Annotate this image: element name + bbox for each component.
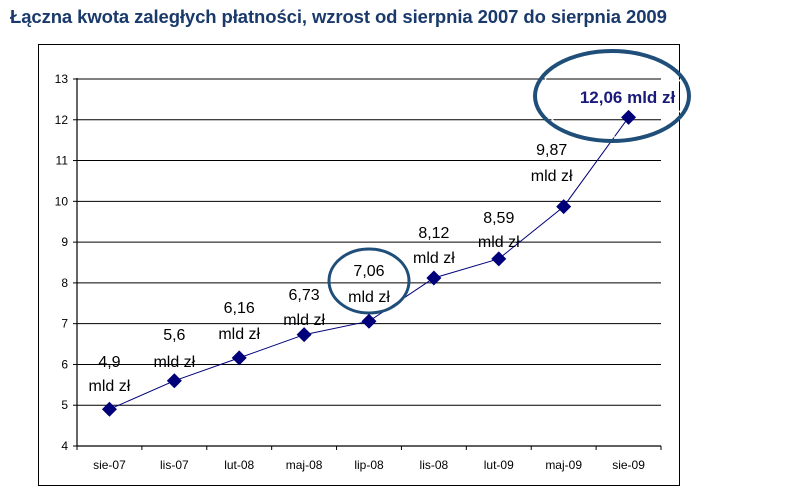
data-label-unit: mld zł [89,378,131,395]
diamond-marker [426,270,442,286]
y-tick-label: 9 [61,235,68,249]
y-axis-ticks: 4 5 6 7 8 9 10 11 12 13 [55,72,77,453]
data-label-value: 9,87 [536,142,567,159]
y-tick-label: 5 [61,398,68,412]
x-axis-ticks: sie-07 lis-07 lut-08 maj-08 lip-08 lis-08 lut-… [76,446,662,472]
y-tick-label: 6 [61,357,68,371]
data-label-value: 4,9 [98,354,120,371]
data-label-value: 8,59 [483,210,514,227]
y-tick-label: 13 [55,72,69,86]
data-label-value: 6,73 [289,287,320,304]
diamond-marker [556,199,572,215]
data-points [101,109,637,417]
data-label-value: 8,12 [418,225,449,242]
data-label-unit: mld zł [478,234,520,251]
x-tick-label: maj-08 [286,458,323,472]
data-label-value: 6,16 [224,300,255,317]
axes [76,78,661,447]
x-tick-label: lip-08 [354,458,384,472]
x-tick-label: sie-07 [93,458,126,472]
data-label-unit: mld zł [218,326,260,343]
diamond-marker [166,373,182,389]
data-label-unit: mld zł [413,250,455,267]
y-tick-label: 12 [55,113,69,127]
diamond-marker [361,313,377,329]
data-labels: 4,9 mld zł 5,6 mld zł 6,16 mld zł 6,73 mld zł 7,… [89,88,676,395]
diamond-marker [621,109,637,125]
x-tick-label: maj-09 [545,458,582,472]
chart-title: Łączna kwota zaległych płatności, wzrost… [10,6,667,27]
highlight-ellipse-sie-09 [533,49,691,143]
x-tick-label: lut-09 [484,458,514,472]
diamond-marker [101,401,117,417]
diamond-marker [296,327,312,343]
highlight-ellipse-lip-08 [327,247,411,315]
x-tick-label: lut-08 [224,458,254,472]
data-label-unit: mld zł [283,312,325,329]
y-tick-label: 4 [61,439,68,453]
y-tick-label: 11 [56,154,69,168]
y-tick-label: 7 [61,317,68,331]
x-tick-label: lis-07 [160,458,189,472]
x-tick-label: lis-08 [420,458,449,472]
data-label-unit: mld zł [348,289,390,306]
y-tick-label: 8 [61,276,68,290]
highlight-ellipse-inner [538,54,686,138]
x-tick-label: sie-09 [612,458,645,472]
diamond-marker [231,350,247,366]
diamond-marker [491,251,507,267]
chart-frame [38,44,680,486]
data-label-value: 5,6 [163,327,185,344]
data-label-highlight: 12,06 mld zł [580,88,676,107]
highlight-ellipses [327,49,691,315]
data-label-unit: mld zł [531,168,573,185]
y-tick-label: 10 [55,194,69,208]
data-label-value: 7,06 [353,263,384,280]
data-label-unit: mld zł [153,354,195,371]
